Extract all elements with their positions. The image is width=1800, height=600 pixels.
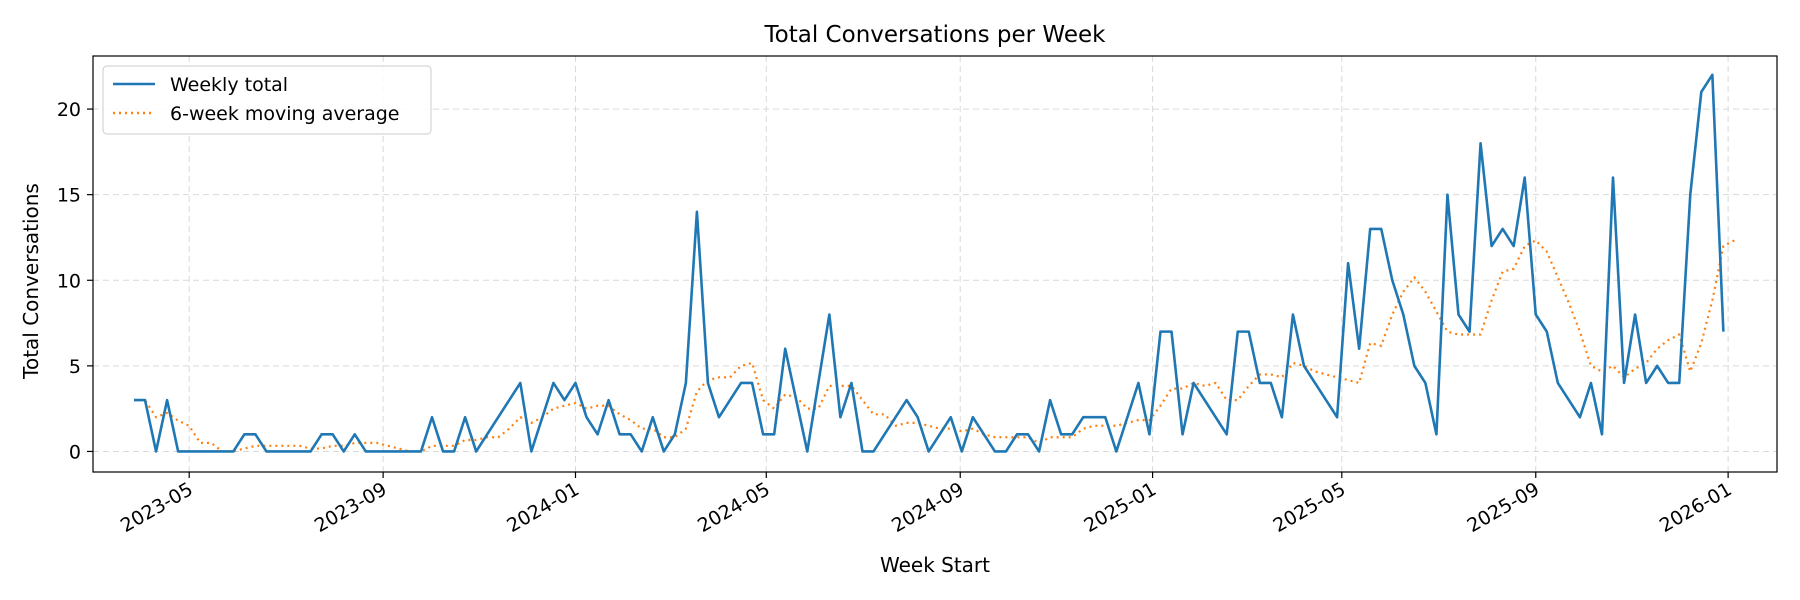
y-tick-label: 5 bbox=[69, 356, 81, 378]
y-tick-label: 15 bbox=[57, 185, 81, 207]
moving-average-line bbox=[134, 239, 1735, 453]
series-moving-average bbox=[134, 239, 1735, 453]
chart-title: Total Conversations per Week bbox=[764, 22, 1107, 48]
legend-label-weekly-total: Weekly total bbox=[170, 74, 288, 96]
plot-frame bbox=[92, 55, 1778, 473]
weekly-total-line bbox=[134, 73, 1725, 453]
y-tick-label: 20 bbox=[57, 99, 81, 121]
y-axis-label: Total Conversations bbox=[19, 183, 43, 380]
y-tick-label: 10 bbox=[57, 270, 81, 292]
y-tick-label: 0 bbox=[69, 441, 81, 463]
series-weekly-total bbox=[134, 73, 1725, 453]
legend: Weekly total 6-week moving average bbox=[102, 65, 432, 135]
legend-label-moving-average: 6-week moving average bbox=[170, 103, 399, 125]
legend-box bbox=[102, 65, 432, 135]
x-axis-label: Week Start bbox=[880, 553, 990, 577]
